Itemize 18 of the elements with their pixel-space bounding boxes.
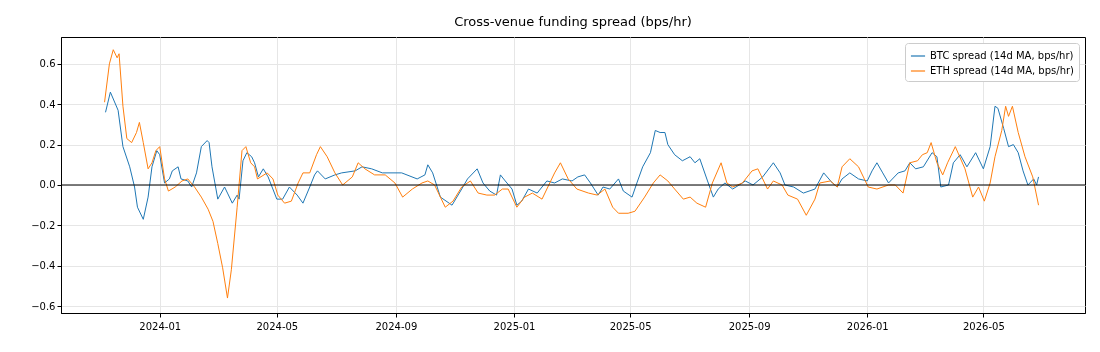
x-tick-label: 2024-09 bbox=[375, 320, 418, 332]
chart-title: Cross-venue funding spread (bps/hr) bbox=[454, 14, 692, 29]
y-tick-label: 0.0 bbox=[39, 179, 56, 191]
x-tick-label: 2024-05 bbox=[256, 320, 299, 332]
y-tick-label: 0.6 bbox=[39, 58, 56, 70]
y-tick-label: 0.2 bbox=[39, 139, 56, 151]
x-tick-label: 2025-05 bbox=[609, 320, 652, 332]
y-tick-label: −0.2 bbox=[31, 219, 56, 231]
x-tick-label: 2025-01 bbox=[493, 320, 536, 332]
x-tick-label: 2024-01 bbox=[139, 320, 182, 332]
x-tick-label: 2026-05 bbox=[962, 320, 1005, 332]
x-tick-label: 2026-01 bbox=[846, 320, 889, 332]
legend-label: ETH spread (14d MA, bps/hr) bbox=[930, 65, 1075, 76]
y-tick-label: −0.4 bbox=[31, 260, 56, 272]
legend-label: BTC spread (14d MA, bps/hr) bbox=[930, 50, 1074, 61]
y-tick-label: 0.4 bbox=[39, 98, 56, 110]
x-tick-label: 2025-09 bbox=[728, 320, 771, 332]
y-tick-label: −0.6 bbox=[31, 300, 56, 312]
